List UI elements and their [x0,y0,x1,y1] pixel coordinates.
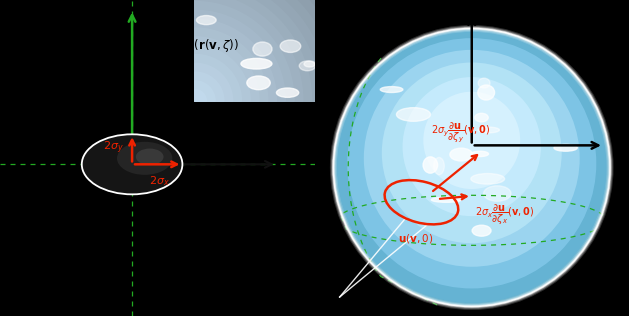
Ellipse shape [336,30,608,303]
Ellipse shape [253,42,272,56]
Ellipse shape [280,40,301,52]
Ellipse shape [247,76,270,90]
Ellipse shape [381,87,403,93]
Ellipse shape [478,127,499,133]
Polygon shape [195,54,242,101]
Polygon shape [195,63,233,101]
Ellipse shape [82,134,182,194]
Ellipse shape [241,58,272,69]
Text: $2\sigma_x\dfrac{\partial\mathbf{u}}{\partial\zeta_x}(\mathbf{v},\mathbf{0})$: $2\sigma_x\dfrac{\partial\mathbf{u}}{\pa… [475,203,535,227]
Polygon shape [195,0,417,101]
Ellipse shape [471,173,504,184]
Text: $L_\mathrm{sky}(\mathbf{r}(\mathbf{v},\zeta))$: $L_\mathrm{sky}(\mathbf{r}(\mathbf{v},\z… [173,38,239,56]
Text: $\mathbf{u}(\mathbf{v},0)$: $\mathbf{u}(\mathbf{v},0)$ [398,232,433,245]
Ellipse shape [423,92,520,189]
Ellipse shape [333,28,610,307]
Polygon shape [195,0,399,101]
Polygon shape [195,81,215,101]
Ellipse shape [403,77,541,216]
Polygon shape [195,0,347,101]
Polygon shape [195,10,286,101]
Ellipse shape [484,186,511,201]
Polygon shape [195,28,268,101]
Ellipse shape [364,50,580,267]
Polygon shape [195,46,250,101]
Polygon shape [195,0,320,101]
Polygon shape [195,0,355,101]
Ellipse shape [196,15,216,25]
Polygon shape [195,0,338,101]
Text: $2\sigma_x$: $2\sigma_x$ [149,174,170,188]
Polygon shape [195,0,391,101]
Polygon shape [195,0,303,101]
Ellipse shape [299,61,316,71]
Polygon shape [195,19,277,101]
Text: $\zeta_y$: $\zeta_y$ [109,0,123,17]
Polygon shape [195,37,259,101]
Text: $u_x$: $u_x$ [609,129,624,143]
Ellipse shape [471,151,489,156]
Polygon shape [195,0,408,101]
Ellipse shape [431,197,462,202]
Ellipse shape [478,78,490,88]
Ellipse shape [382,63,562,243]
Ellipse shape [423,157,438,173]
Polygon shape [195,90,206,101]
Ellipse shape [117,142,172,175]
Text: $u_y$: $u_y$ [464,0,479,8]
Ellipse shape [433,157,444,175]
Ellipse shape [396,108,430,121]
Ellipse shape [450,148,472,161]
Polygon shape [195,0,311,101]
Text: $2\sigma_y\dfrac{\partial\mathbf{u}}{\partial\zeta_y}(\mathbf{v},\mathbf{0})$: $2\sigma_y\dfrac{\partial\mathbf{u}}{\pa… [431,120,491,145]
Text: $p(\zeta)$: $p(\zeta)$ [195,112,222,129]
Ellipse shape [347,38,596,289]
Polygon shape [195,2,294,101]
Polygon shape [195,0,382,101]
Polygon shape [195,72,224,101]
Ellipse shape [472,225,491,236]
Polygon shape [195,0,329,101]
Polygon shape [195,0,421,101]
Ellipse shape [475,113,488,122]
Text: $\zeta_x$: $\zeta_x$ [282,145,296,162]
Ellipse shape [304,61,315,67]
Text: $2\sigma_y$: $2\sigma_y$ [103,140,125,156]
Polygon shape [195,0,364,101]
Ellipse shape [478,85,494,100]
Text: $L_\mathrm{sky}(\mathbf{u})$: $L_\mathrm{sky}(\mathbf{u})$ [535,22,576,40]
Ellipse shape [554,144,577,151]
Ellipse shape [276,88,299,97]
Polygon shape [195,0,373,101]
Ellipse shape [136,149,164,165]
